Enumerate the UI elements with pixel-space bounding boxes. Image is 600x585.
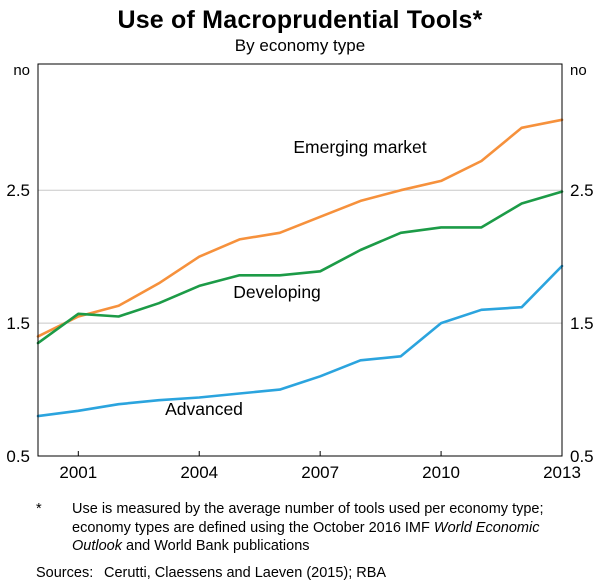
x-tick-label: 2013 bbox=[543, 463, 581, 482]
sources-text: Cerutti, Claessens and Laeven (2015); RB… bbox=[104, 564, 387, 581]
sources-line: Sources: Cerutti, Claessens and Laeven (… bbox=[36, 565, 600, 581]
plot-border bbox=[37, 63, 563, 457]
series-line-advanced bbox=[36, 264, 564, 418]
series-label-emerging-market: Emerging market bbox=[293, 137, 426, 157]
footnote-part1: Use is measured by the average number of… bbox=[72, 501, 544, 536]
x-tick-label: 2001 bbox=[59, 463, 97, 482]
series-line-emerging-market bbox=[36, 118, 564, 338]
x-tick-label: 2010 bbox=[422, 463, 460, 482]
y-tick-label-right: 2.5 bbox=[570, 181, 594, 200]
y-tick-label-left: 0.5 bbox=[6, 447, 30, 466]
footnote-part2: and World Bank publications bbox=[121, 538, 310, 555]
series-label-developing: Developing bbox=[233, 282, 321, 302]
footnote: * Use is measured by the average number … bbox=[36, 500, 562, 556]
chart-subtitle: By economy type bbox=[234, 36, 366, 55]
series-label-advanced: Advanced bbox=[165, 399, 243, 419]
unit-label-right: no bbox=[570, 62, 587, 79]
series-line-developing bbox=[36, 190, 564, 345]
footnote-text: Use is measured by the average number of… bbox=[72, 500, 562, 556]
y-tick-label-left: 2.5 bbox=[6, 181, 30, 200]
chart-title: Use of Macroprudential Tools* bbox=[117, 6, 483, 34]
x-tick-label: 2007 bbox=[301, 463, 339, 482]
y-tick-label-right: 1.5 bbox=[570, 314, 594, 333]
y-tick-label-right: 0.5 bbox=[570, 447, 594, 466]
x-tick-label: 2004 bbox=[180, 463, 218, 482]
unit-label-left: no bbox=[13, 62, 30, 79]
y-tick-label-left: 1.5 bbox=[6, 314, 30, 333]
footnote-marker: * bbox=[36, 501, 42, 517]
footnote-italic: World Economic Outlook bbox=[72, 519, 540, 555]
sources-label: Sources: bbox=[36, 564, 94, 581]
